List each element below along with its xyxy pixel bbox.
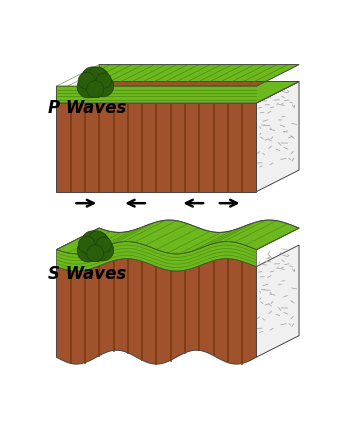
Circle shape — [78, 236, 95, 253]
Circle shape — [78, 72, 95, 89]
Circle shape — [92, 76, 114, 97]
Bar — [93, 68, 98, 82]
Circle shape — [87, 81, 104, 98]
Circle shape — [92, 239, 114, 261]
Polygon shape — [56, 220, 299, 254]
Polygon shape — [56, 220, 299, 254]
Text: P Waves: P Waves — [48, 99, 126, 117]
Polygon shape — [56, 65, 299, 103]
Circle shape — [82, 231, 102, 251]
Polygon shape — [56, 82, 299, 103]
Circle shape — [88, 67, 107, 85]
Circle shape — [77, 240, 99, 262]
Circle shape — [96, 237, 112, 252]
Circle shape — [88, 231, 107, 249]
Circle shape — [82, 67, 102, 87]
Circle shape — [96, 73, 112, 88]
Polygon shape — [56, 259, 256, 364]
Polygon shape — [256, 82, 299, 192]
Circle shape — [80, 231, 111, 262]
Circle shape — [80, 67, 111, 98]
Circle shape — [77, 76, 99, 98]
Bar — [93, 233, 98, 246]
Text: S Waves: S Waves — [48, 265, 126, 283]
Circle shape — [87, 245, 104, 262]
Polygon shape — [56, 242, 256, 271]
Polygon shape — [256, 245, 299, 357]
Polygon shape — [56, 103, 256, 192]
